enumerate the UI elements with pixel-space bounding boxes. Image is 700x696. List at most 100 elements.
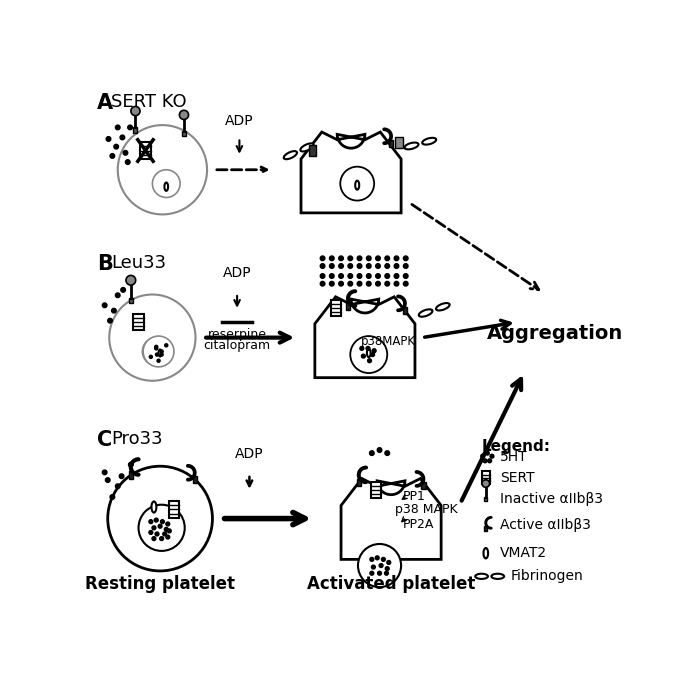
Text: Leu33: Leu33 (111, 255, 166, 272)
Circle shape (348, 274, 353, 278)
Circle shape (164, 528, 168, 531)
Circle shape (149, 530, 153, 535)
Circle shape (110, 495, 115, 499)
Circle shape (118, 125, 207, 214)
Circle shape (125, 160, 130, 164)
Polygon shape (315, 296, 415, 378)
Circle shape (166, 535, 169, 539)
Circle shape (106, 477, 110, 482)
Circle shape (102, 303, 107, 308)
Bar (403, 307, 407, 314)
Circle shape (149, 520, 153, 523)
Circle shape (155, 353, 158, 356)
Circle shape (367, 264, 371, 269)
Circle shape (367, 256, 371, 260)
Circle shape (370, 571, 374, 575)
Circle shape (167, 529, 172, 533)
Ellipse shape (422, 138, 436, 145)
Text: p38MAPK: p38MAPK (361, 335, 416, 348)
Circle shape (376, 264, 380, 269)
Bar (395, 137, 402, 148)
Circle shape (348, 264, 353, 269)
Circle shape (357, 256, 362, 260)
Text: reserpine: reserpine (208, 329, 267, 341)
Bar (484, 497, 487, 501)
Circle shape (367, 274, 371, 278)
Circle shape (394, 274, 399, 278)
Circle shape (152, 526, 156, 530)
Bar (482, 471, 490, 484)
Circle shape (153, 170, 180, 198)
Circle shape (376, 274, 380, 278)
Text: Pro33: Pro33 (111, 430, 162, 448)
Circle shape (155, 532, 159, 536)
Ellipse shape (355, 181, 359, 190)
Circle shape (357, 274, 362, 278)
Text: ADP: ADP (235, 447, 264, 461)
Bar (389, 140, 393, 147)
Circle shape (403, 264, 408, 269)
Circle shape (488, 459, 491, 463)
Circle shape (394, 281, 399, 286)
Circle shape (358, 544, 401, 587)
Circle shape (357, 281, 362, 286)
Circle shape (111, 308, 116, 313)
Circle shape (376, 256, 380, 260)
Circle shape (385, 264, 389, 269)
Circle shape (385, 281, 389, 286)
Circle shape (163, 532, 167, 536)
Circle shape (371, 353, 374, 356)
Circle shape (339, 264, 343, 269)
Circle shape (403, 274, 408, 278)
Circle shape (339, 256, 343, 260)
Circle shape (370, 557, 374, 561)
Circle shape (385, 451, 389, 455)
Circle shape (106, 136, 111, 141)
Circle shape (123, 150, 127, 155)
Circle shape (482, 480, 489, 487)
Circle shape (131, 106, 140, 116)
Ellipse shape (484, 548, 488, 558)
Circle shape (155, 347, 158, 350)
Circle shape (485, 451, 489, 455)
Ellipse shape (491, 574, 504, 579)
Bar (169, 501, 179, 518)
Circle shape (490, 454, 494, 458)
Ellipse shape (158, 349, 162, 356)
Circle shape (350, 336, 387, 373)
Circle shape (116, 125, 120, 129)
Circle shape (164, 344, 168, 347)
Bar (129, 470, 133, 479)
Circle shape (142, 338, 170, 365)
Bar (346, 302, 350, 310)
Bar (134, 127, 137, 133)
Bar (330, 300, 341, 317)
Ellipse shape (367, 349, 370, 357)
Text: Inactive αIIbβ3: Inactive αIIbβ3 (500, 492, 603, 506)
Bar (309, 145, 316, 156)
Circle shape (108, 318, 112, 323)
Bar (356, 479, 361, 486)
Circle shape (321, 264, 325, 269)
Circle shape (366, 347, 370, 350)
Text: Fibrinogen: Fibrinogen (510, 569, 583, 583)
Text: B: B (97, 255, 113, 274)
Ellipse shape (436, 303, 449, 310)
Circle shape (120, 135, 125, 140)
Circle shape (348, 281, 353, 286)
Circle shape (382, 557, 385, 561)
Circle shape (119, 474, 124, 479)
Ellipse shape (151, 502, 156, 512)
Circle shape (370, 451, 374, 455)
Bar (134, 314, 143, 331)
Bar (182, 132, 186, 136)
Bar (421, 482, 426, 489)
Circle shape (158, 524, 162, 528)
Text: Aggregation: Aggregation (487, 324, 623, 343)
Circle shape (129, 462, 133, 467)
Circle shape (384, 571, 388, 575)
Circle shape (372, 349, 376, 353)
Circle shape (152, 537, 156, 541)
Circle shape (403, 256, 408, 260)
Text: A: A (97, 93, 113, 113)
